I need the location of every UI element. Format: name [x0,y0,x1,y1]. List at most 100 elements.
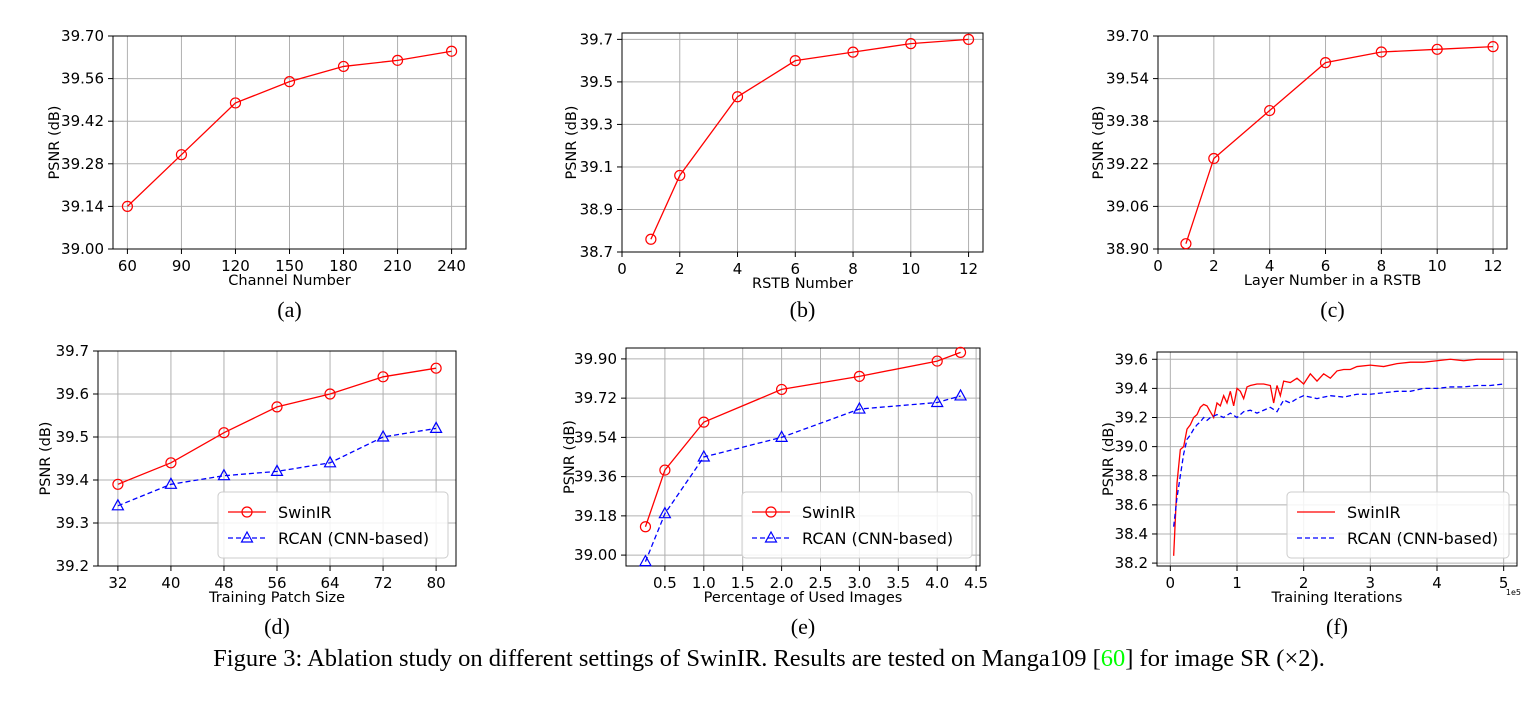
x-tick-label: 0 [1153,257,1163,275]
x-tick-label: 10 [1428,257,1447,275]
chart-f: 0 1 2 3 4 5 38.2 38.4 38.6 38.8 39.0 39.2 39.4 39.6 Tr… [1101,350,1521,639]
y-tick-label: 39.0 [1115,438,1148,456]
x-tick-label: 32 [108,574,127,592]
swinir-marker [659,464,671,476]
swinir-line [117,367,437,485]
swinir-marker [731,91,744,103]
swinir-marker [283,76,296,88]
x-tick-label: 6 [791,260,801,278]
swinir-marker [112,478,124,490]
rcan-marker [429,421,443,433]
legend: SwinIR RCAN (CNN-based) [217,491,449,559]
y-tick-label: 39.54 [574,428,617,446]
legend-label: RCAN (CNN-based) [278,529,429,548]
rcan-line [644,395,961,562]
x-tick-label: 2 [675,260,685,278]
y-tick-label: 38.6 [1115,496,1148,514]
x-tick-label: 4 [1265,257,1275,275]
y-tick-label: 38.8 [1115,467,1148,485]
legend-label: SwinIR [278,503,332,522]
x-tick-label: 210 [383,257,412,275]
swinir-marker [962,33,975,45]
plot-frame [625,347,981,567]
x-tick-label: 8 [848,260,858,278]
y-tick-label: 39.2 [1115,409,1148,427]
x-tick-label: 2 [1299,574,1309,592]
swinir-marker [445,45,458,57]
y-tick-label: 38.7 [580,243,613,261]
caption-prefix: Figure 3: Ablation study on different se… [213,645,1101,672]
rcan-marker [270,464,284,476]
figure-caption: Figure 3: Ablation study on different se… [0,645,1538,673]
x-tick-label: 40 [161,574,180,592]
x-tick-label: 120 [221,257,250,275]
x-tick-label: 1 [1232,574,1242,592]
legend-label: RCAN (CNN-based) [1347,529,1498,548]
rcan-line [1173,383,1504,527]
rcan-marker [954,388,968,401]
swinir-marker [1319,57,1332,69]
y-tick-label: 38.90 [1106,240,1149,258]
y-tick-label: 39.38 [1106,112,1149,130]
caption-suffix: ] for image SR (×2). [1125,645,1325,672]
swinir-marker [229,97,242,109]
x-tick-label: 12 [1483,257,1502,275]
y-axis-label: PSNR (dB) [38,422,54,496]
x-tick-label: 2.0 [770,574,794,592]
x-tick-label: 0 [1166,574,1176,592]
swinir-marker [218,427,230,439]
y-tick-label: 39.1 [580,158,613,176]
subfigure-label: (c) [1320,297,1344,322]
y-tick-label: 39.28 [61,155,104,173]
legend-box [1286,491,1510,559]
rcan-marker [376,429,390,442]
subfigure-label: (f) [1326,614,1348,639]
swinir-marker [853,370,866,382]
y-tick-label: 39.14 [61,197,104,215]
y-tick-label: 39.6 [56,385,89,403]
x-tick-label: 5 [1499,574,1509,592]
legend-label: RCAN (CNN-based) [802,529,953,548]
swinir-marker [931,355,943,367]
rcan-marker [164,477,178,489]
legend: SwinIR RCAN (CNN-based) [741,491,973,559]
swinir-marker [698,416,710,428]
y-tick-label: 39.42 [61,112,104,130]
swinir-marker [1375,46,1387,58]
x-tick-label: 4.0 [925,574,949,592]
x-axis-label: Layer Number in a RSTB [1244,273,1421,289]
swinir-marker [324,388,336,400]
x-axis-label: Training Patch Size [208,590,345,606]
y-tick-label: 39.3 [56,514,89,532]
legend-label: SwinIR [1347,503,1401,522]
caption-citation-link[interactable]: 60 [1100,645,1126,672]
legend-marker [764,530,778,543]
subfigure-label: (d) [264,614,290,639]
swinir-line [650,38,969,240]
y-tick-label: 39.2 [56,557,89,575]
legend-box [217,491,449,559]
rcan-marker [658,506,672,519]
x-tick-label: 8 [1377,257,1387,275]
y-tick-label: 39.90 [574,350,617,368]
swinir-marker [165,457,177,469]
y-tick-label: 39.4 [56,471,89,489]
y-tick-label: 39.36 [574,468,617,486]
chart-e: 0.5 1.0 1.5 2.0 2.5 3.0 3.5 4.0 4.5 39.00 39.18 39.… [562,346,988,639]
y-tick-label: 39.70 [1106,27,1149,45]
swinir-marker [391,54,404,66]
legend-marker [240,530,254,543]
x-tick-label: 72 [374,574,393,592]
legend-label: SwinIR [802,503,856,522]
swinir-marker [1431,43,1443,55]
subfigure-label: (a) [277,297,301,322]
chart-c: 0 2 4 6 8 10 12 38.90 39.06 39.22 39.38 39.54 39.70 L… [1091,27,1508,322]
x-tick-label: 12 [959,260,978,278]
x-tick-label: 150 [275,257,304,275]
x-tick-label: 4 [1432,574,1442,592]
y-tick-label: 39.5 [56,428,89,446]
y-tick-label: 39.4 [1115,379,1148,397]
y-tick-label: 39.70 [61,27,104,45]
x-tick-label: 0.5 [653,574,677,592]
x-axis-label: Percentage of Used Images [704,590,903,606]
